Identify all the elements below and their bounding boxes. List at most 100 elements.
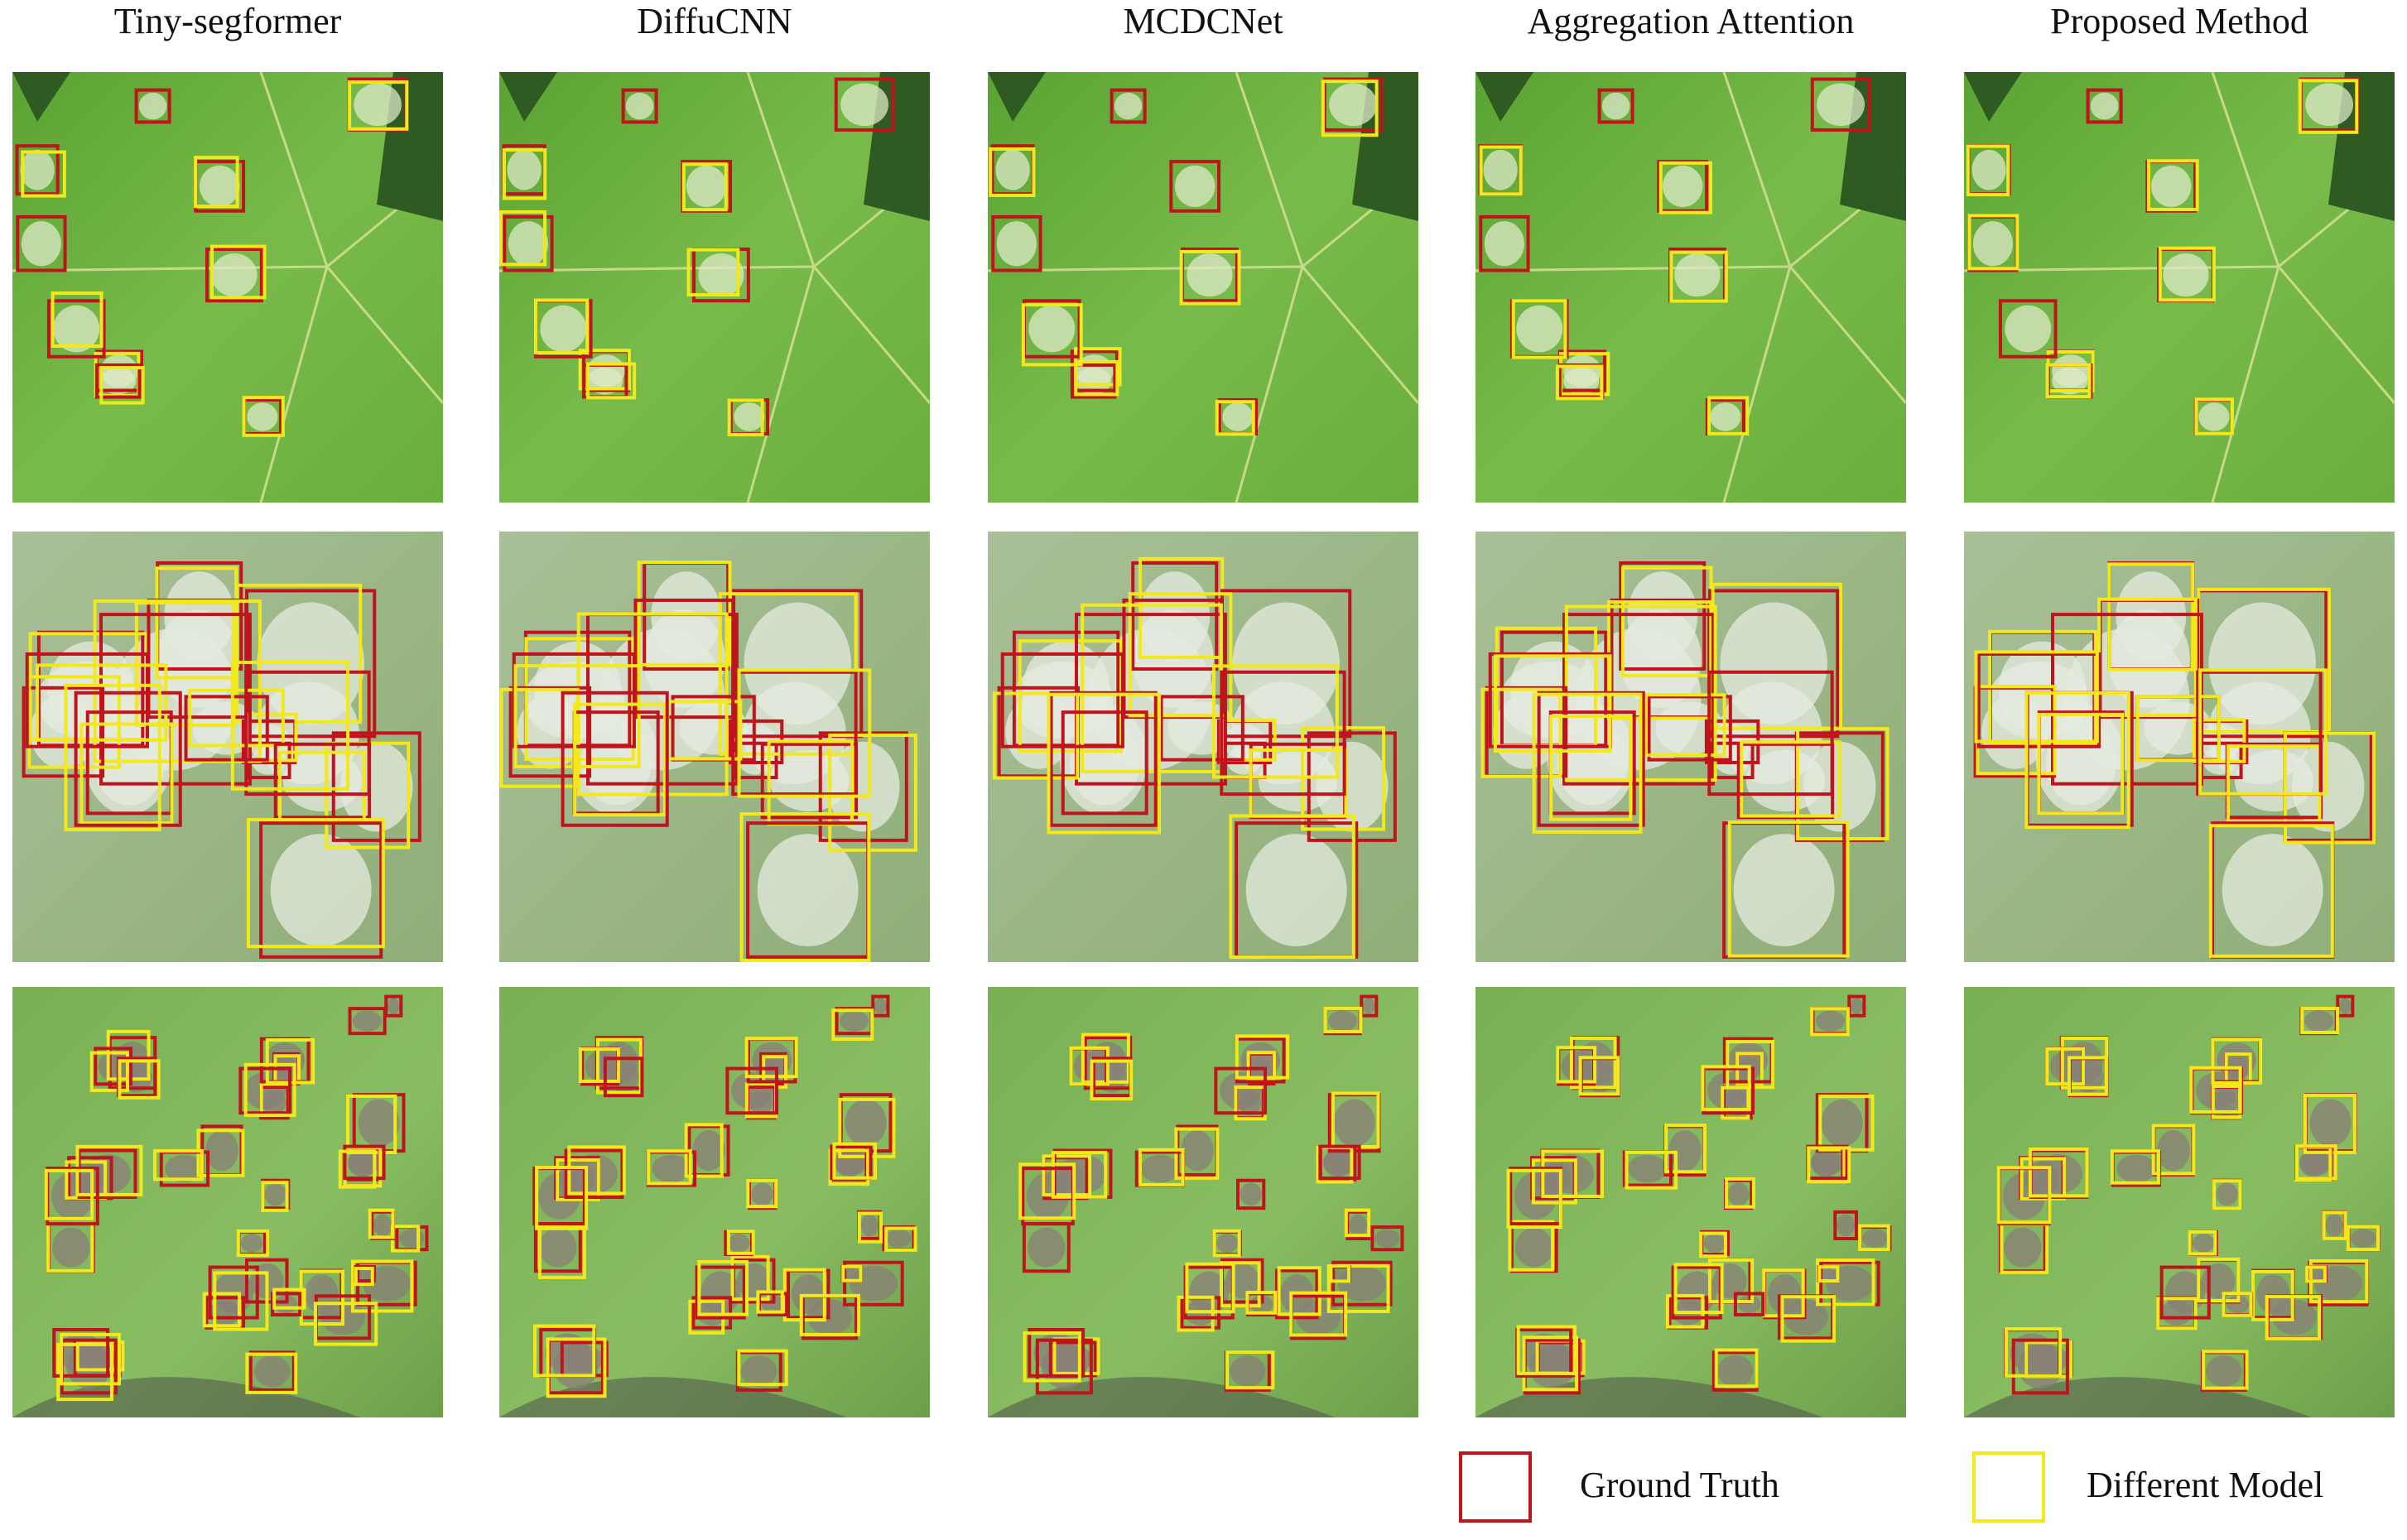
model-box [236,1229,270,1258]
ground-truth-box [99,613,252,786]
lesion [1515,1227,1553,1268]
ground-truth-box [248,1350,296,1392]
ground-truth-box [331,731,421,842]
leaf-vein [987,71,1420,503]
lesion [1245,834,1347,946]
model-box [727,398,764,436]
model-box [1967,214,2019,271]
model-box [1699,1231,1727,1258]
ground-truth-box [2011,1338,2069,1395]
ground-truth-box [1307,731,1397,842]
lesion [84,1154,132,1194]
lesion [358,1099,400,1147]
model-box [1042,1154,1092,1197]
lesion [1349,1214,1367,1237]
model-box [1018,1162,1076,1220]
lesion [1028,305,1076,353]
lesion [53,305,100,353]
ground-truth-box [94,1047,133,1086]
lesion [1181,1130,1214,1172]
model-box [1556,1046,1597,1084]
model-box [1707,396,1750,436]
model-box [2222,1292,2253,1317]
model-box [60,1332,121,1386]
column-title: Aggregation Attention [1528,1,1855,41]
model-box [1569,1036,1617,1090]
lesion [2116,1154,2156,1183]
model-box [989,147,1036,197]
model-box [992,691,1080,780]
ground-truth-box [1360,994,1379,1018]
ground-truth-box [1998,299,2058,359]
model-box [93,599,262,763]
lesion [165,1154,205,1183]
model-box [1177,1295,1215,1332]
model-box [35,663,168,742]
model-box [2202,1350,2249,1390]
model-box [246,818,385,949]
model-box [188,688,285,748]
model-box [1069,1046,1110,1086]
model-box [1701,1065,1751,1112]
model-box [2189,1066,2242,1114]
model-box [1669,250,1728,303]
lesion [2150,165,2192,207]
lesion [1329,83,1378,127]
model-box [1673,1263,1724,1315]
model-box [1344,1208,1371,1238]
lesion [1817,83,1865,127]
lesion [373,1214,392,1237]
model-box [2158,246,2216,302]
lesion [2222,834,2323,946]
ground-truth-box [843,1260,904,1307]
lesion [21,221,61,267]
model-box [75,1340,125,1372]
model-box [1725,1177,1755,1209]
lesion [2303,1010,2334,1032]
leaf-shadow [1475,72,1906,221]
lesion [2035,1154,2083,1194]
lesion [727,1234,750,1253]
lesion [340,741,413,832]
lesion [1249,1295,1273,1313]
model-box [1047,692,1162,835]
model-box [89,1051,129,1092]
lesion [540,305,587,353]
leaf-shadow [988,1377,1336,1417]
lesion [205,1130,238,1172]
legend-swatch-model [1972,1451,2045,1523]
leaf-image [987,71,1420,503]
model-box [578,1047,620,1084]
model-box [726,1230,755,1255]
ground-truth-box [503,214,554,272]
ground-truth-box [1833,1210,1858,1240]
lesion [698,253,744,297]
model-box [1531,1158,1577,1205]
model-box [2004,1327,2063,1378]
lesion [2309,1099,2352,1147]
lesion [1514,1172,1557,1220]
lesion [2198,402,2230,431]
model-box [1215,400,1255,436]
model-box [1810,1007,1850,1037]
model-box [567,1145,626,1196]
leaf-image [988,987,1418,1417]
model-box [756,1290,784,1314]
lesion [51,1172,94,1220]
leaf-vein [498,71,932,503]
lesion [247,402,278,431]
lesion [1028,1227,1066,1268]
model-box [2028,1147,2089,1198]
ground-truth-box [74,691,182,827]
lesion [2003,1172,2045,1220]
lesion [2052,368,2088,395]
model-box [2300,1007,2339,1034]
model-box [1185,1262,1235,1314]
model-box [2322,1210,2347,1240]
model-box [210,244,267,300]
lesion [1076,368,1112,395]
lesion [1972,221,2013,267]
model-box [2045,1047,2085,1086]
lesion [860,1214,879,1237]
